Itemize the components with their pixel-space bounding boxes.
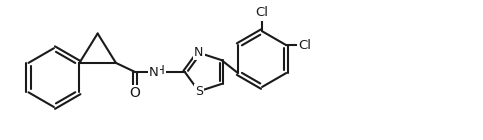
Text: H: H (156, 66, 165, 79)
Text: N: N (194, 46, 203, 59)
Text: Cl: Cl (256, 6, 269, 19)
Text: S: S (195, 85, 203, 98)
Text: O: O (130, 86, 141, 100)
Text: N: N (149, 66, 159, 79)
Text: H: H (156, 64, 165, 76)
Text: Cl: Cl (298, 39, 311, 52)
